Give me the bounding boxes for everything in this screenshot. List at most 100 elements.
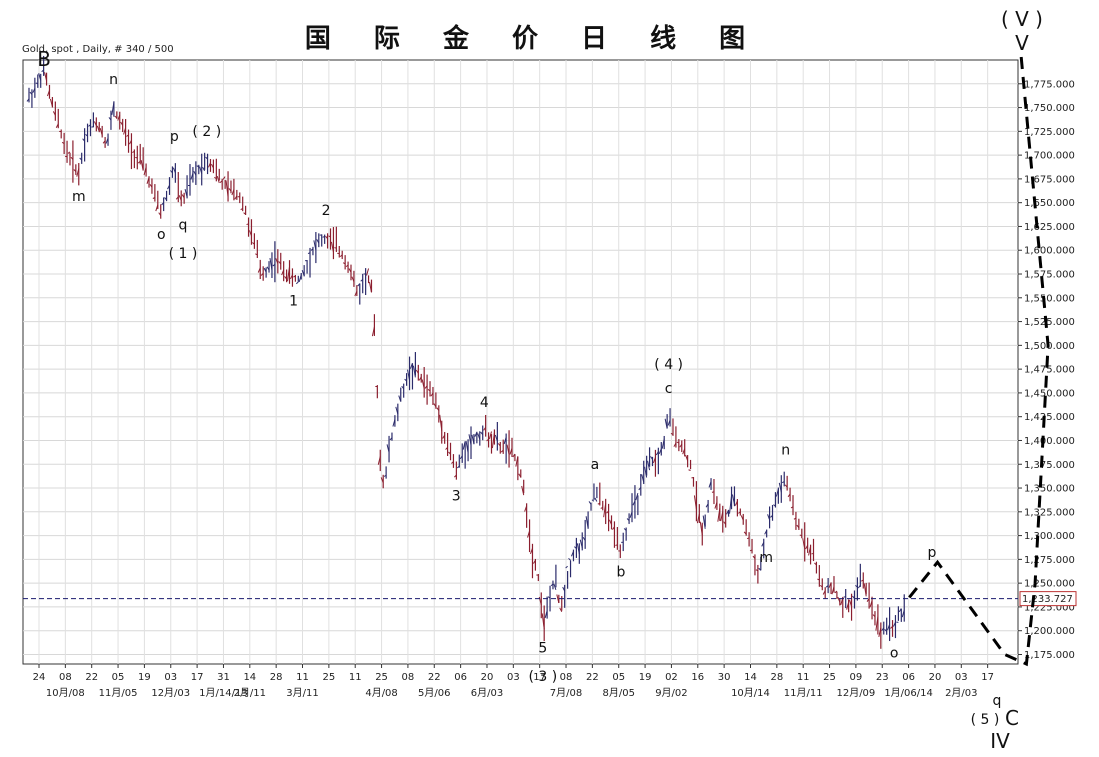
ohlc-open bbox=[266, 266, 270, 271]
ohlc-open bbox=[79, 157, 83, 161]
ohlc-open bbox=[861, 579, 864, 582]
ohlc-open bbox=[664, 418, 668, 429]
x-month-label: 5月/06 bbox=[418, 687, 450, 699]
ohlc-open bbox=[129, 140, 132, 145]
ohlc-open bbox=[456, 465, 460, 469]
ohlc-open bbox=[357, 283, 361, 287]
ohlc-open bbox=[711, 491, 715, 493]
x-day-label: 19 bbox=[639, 672, 652, 683]
ohlc-open bbox=[172, 167, 176, 174]
ohlc-open bbox=[688, 469, 691, 471]
ohlc-open bbox=[738, 511, 741, 514]
ohlc-open bbox=[52, 111, 56, 116]
ohlc-open bbox=[409, 362, 413, 369]
x-day-label: 05 bbox=[612, 672, 625, 683]
ohlc-open bbox=[840, 597, 844, 605]
ohlc-open bbox=[764, 530, 768, 535]
ohlc-open bbox=[591, 499, 595, 502]
x-day-label: 06 bbox=[902, 672, 915, 683]
ohlc-open bbox=[729, 495, 733, 514]
ohlc-open bbox=[252, 242, 255, 245]
ohlc-open bbox=[553, 583, 557, 591]
ohlc-open bbox=[658, 448, 662, 454]
ohlc-open bbox=[325, 235, 328, 240]
ohlc-open bbox=[41, 69, 44, 73]
x-day-label: 08 bbox=[560, 672, 573, 683]
ohlc-open bbox=[76, 168, 80, 177]
x-day-label: 09 bbox=[850, 672, 863, 683]
ohlc-open bbox=[85, 133, 88, 137]
ohlc-open bbox=[451, 461, 454, 464]
ohlc-open bbox=[761, 542, 765, 547]
ohlc-open bbox=[445, 446, 448, 450]
ohlc-open bbox=[615, 544, 618, 546]
ohlc-open bbox=[775, 489, 779, 497]
ohlc-open bbox=[401, 385, 405, 389]
ohlc-open bbox=[641, 474, 645, 483]
ohlc-open bbox=[193, 171, 197, 176]
price-box-label: 1,233.727 bbox=[1022, 594, 1073, 605]
ohlc-open bbox=[547, 596, 551, 599]
ohlc-open bbox=[47, 90, 50, 97]
ohlc-open bbox=[32, 88, 36, 93]
y-tick-label: 1,625.000 bbox=[1024, 222, 1075, 233]
ohlc-open bbox=[562, 586, 566, 592]
ohlc-open bbox=[170, 170, 173, 174]
ohlc-open bbox=[755, 569, 759, 572]
ohlc-open bbox=[454, 474, 457, 478]
ohlc-open bbox=[541, 613, 545, 630]
ohlc-open bbox=[73, 169, 77, 172]
x-day-label: 06 bbox=[454, 672, 467, 683]
ohlc-open bbox=[392, 419, 396, 427]
ohlc-open bbox=[301, 269, 305, 277]
y-tick-label: 1,750.000 bbox=[1024, 103, 1075, 114]
wave-label: m bbox=[72, 189, 86, 205]
ohlc-open bbox=[49, 98, 53, 107]
ohlc-open bbox=[825, 585, 829, 588]
ohlc-open bbox=[386, 444, 390, 453]
ohlc-open bbox=[278, 261, 282, 265]
y-tick-label: 1,275.000 bbox=[1024, 555, 1075, 566]
wave-label: B bbox=[37, 47, 51, 71]
y-tick-label: 1,675.000 bbox=[1024, 174, 1075, 185]
ohlc-open bbox=[412, 365, 416, 378]
ohlc-open bbox=[360, 279, 364, 282]
ohlc-open bbox=[594, 497, 598, 502]
ohlc-open bbox=[655, 451, 659, 456]
ohlc-open bbox=[831, 586, 835, 595]
ohlc-open bbox=[811, 552, 814, 555]
ohlc-open bbox=[635, 493, 639, 501]
ohlc-open bbox=[284, 276, 287, 280]
ohlc-open bbox=[255, 253, 258, 256]
wave-label: 2 bbox=[322, 203, 331, 219]
ohlc-open bbox=[339, 254, 343, 258]
ohlc-open bbox=[696, 514, 700, 524]
ohlc-open bbox=[155, 204, 159, 212]
ohlc-open bbox=[597, 502, 600, 505]
ohlc-open bbox=[459, 455, 463, 460]
ohlc-open bbox=[371, 326, 375, 337]
y-tick-label: 1,325.000 bbox=[1024, 507, 1075, 518]
ohlc-open bbox=[123, 127, 127, 135]
wave-label: p bbox=[170, 129, 179, 145]
ohlc-open bbox=[328, 235, 331, 238]
ohlc-open bbox=[398, 395, 402, 402]
x-day-label: 08 bbox=[402, 672, 415, 683]
wave-label: IV bbox=[990, 729, 1010, 753]
y-tick-label: 1,425.000 bbox=[1024, 412, 1075, 423]
x-day-label: 23 bbox=[876, 672, 889, 683]
ohlc-open bbox=[263, 267, 267, 273]
x-day-label: 08 bbox=[59, 672, 72, 683]
ohlc-open bbox=[164, 197, 167, 201]
ohlc-open bbox=[644, 466, 648, 478]
y-tick-label: 1,250.000 bbox=[1024, 579, 1075, 590]
ohlc-open bbox=[787, 493, 791, 498]
x-axis: 24 08 22 05 19 03 17 31 14 28 11 25 11 25 08 22 06 20 03 17… bbox=[33, 664, 994, 699]
ohlc-open bbox=[181, 194, 185, 199]
x-month-label: 10月/14 bbox=[731, 687, 770, 699]
ohlc-open bbox=[249, 230, 252, 236]
ohlc-open bbox=[102, 140, 106, 144]
x-day-label: 25 bbox=[322, 672, 335, 683]
y-tick-label: 1,300.000 bbox=[1024, 531, 1075, 542]
